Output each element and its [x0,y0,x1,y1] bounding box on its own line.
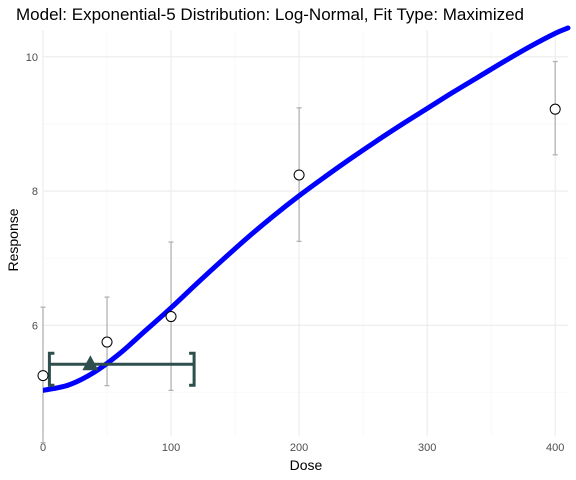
bmdu-bracket [189,351,196,387]
observed-points [37,103,561,382]
y-tick-label: 10 [26,52,38,64]
y-axis-label: Response [5,208,21,271]
data-point [37,370,49,382]
chart-title: Model: Exponential-5 Distribution: Log-N… [16,5,524,24]
x-tick-label: 100 [162,442,180,454]
data-point [165,311,177,323]
y-tick-labels: 6 8 10 [26,52,38,332]
fit-curve-layer [43,25,571,393]
x-tick-label: 0 [40,442,46,454]
data-point [101,336,113,348]
fit-curve [43,25,571,393]
bmd-triangle [82,355,99,371]
y-tick-label: 8 [32,186,38,198]
bmd-interval [47,351,196,387]
y-tick-label: 6 [32,320,38,332]
data-point [293,169,305,181]
grid [42,30,568,436]
x-tick-label: 300 [418,442,436,454]
x-tick-labels: 0 100 200 300 400 [40,442,564,454]
x-tick-label: 400 [546,442,564,454]
data-point [549,103,561,115]
x-tick-label: 200 [290,442,308,454]
x-axis-label: Dose [290,457,323,473]
bmdl-bracket [47,351,55,387]
